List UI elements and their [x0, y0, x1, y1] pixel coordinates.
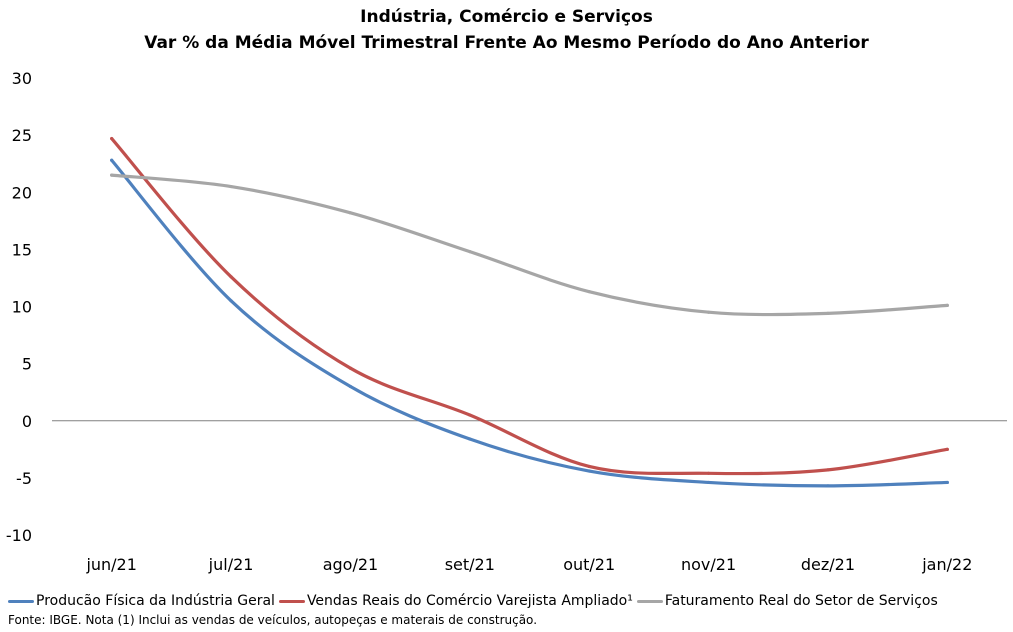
x-tick-label: nov/21 [681, 555, 736, 574]
line-chart: 30 25 20 15 10 5 0 -5 -10 jun/21 jul/21 ago/21 set/… [6, 69, 1007, 574]
data-point [706, 471, 711, 475]
legend-item-producao: Producão Física da Indústria Geral [8, 593, 275, 609]
series-lines [110, 136, 949, 488]
chart-title-block: Indústria, Comércio e Serviços Var % da … [0, 4, 1013, 56]
y-tick-label: 10 [12, 298, 32, 317]
data-point [945, 447, 949, 451]
data-point [468, 437, 472, 441]
data-point [587, 290, 591, 294]
data-point [826, 311, 830, 315]
data-point [229, 299, 233, 303]
data-point [706, 480, 711, 485]
y-tick-label: 5 [22, 355, 32, 374]
legend-item-vendas: Vendas Reais do Comércio Varejista Ampli… [278, 593, 633, 609]
chart-title: Indústria, Comércio e Serviços [360, 7, 653, 27]
legend-item-faturamento: Faturamento Real do Setor de Serviços [636, 593, 938, 609]
data-point [468, 250, 472, 254]
data-point [110, 173, 114, 177]
x-tick-label: set/21 [445, 555, 495, 574]
data-point [348, 211, 353, 215]
data-point [229, 184, 233, 189]
x-tick-label: jul/21 [208, 555, 254, 574]
data-point [468, 413, 472, 417]
data-point [945, 303, 949, 307]
series-line-producao [110, 158, 949, 488]
legend-swatch-faturamento [636, 599, 663, 603]
data-point [348, 384, 353, 389]
x-tick-label: dez/21 [801, 555, 855, 574]
data-point [826, 484, 830, 488]
data-point [110, 158, 114, 162]
y-tick-label: 15 [12, 240, 32, 259]
data-point [348, 366, 353, 370]
x-axis-tick-labels: jun/21 jul/21 ago/21 set/21 out/21 nov/21 dez/… [85, 555, 972, 574]
chart-subtitle: Var % da Média Móvel Trimestral Frente A… [144, 33, 869, 53]
data-point [587, 464, 591, 469]
data-point [945, 480, 949, 485]
source-footnote: Fonte: IBGE. Nota (1) Inclui as vendas d… [8, 613, 538, 627]
y-tick-label: 20 [12, 183, 32, 202]
legend-label-vendas: Vendas Reais do Comércio Varejista Ampli… [306, 593, 633, 609]
y-axis-tick-labels: 30 25 20 15 10 5 0 -5 -10 [6, 69, 32, 545]
x-tick-label: jun/21 [85, 555, 136, 574]
chart-legend: Producão Física da Indústria Geral Venda… [8, 591, 1013, 611]
legend-swatch-vendas [278, 599, 305, 603]
data-point [229, 275, 233, 279]
legend-swatch-producao [8, 599, 34, 603]
y-tick-label: -10 [6, 526, 32, 545]
x-tick-label: ago/21 [323, 555, 379, 574]
y-tick-label: -5 [16, 469, 32, 488]
x-tick-label: jan/22 [921, 555, 972, 574]
y-tick-label: 0 [22, 412, 32, 431]
legend-label-producao: Producão Física da Indústria Geral [36, 593, 275, 609]
data-point [110, 136, 114, 141]
legend-label-faturamento: Faturamento Real do Setor de Serviços [664, 593, 938, 609]
y-tick-label: 25 [12, 126, 32, 145]
series-line-faturamento [110, 173, 949, 317]
x-tick-label: out/21 [563, 555, 615, 574]
data-point [706, 310, 711, 314]
data-point [587, 469, 591, 473]
y-tick-label: 30 [12, 69, 32, 88]
data-point [826, 468, 830, 472]
